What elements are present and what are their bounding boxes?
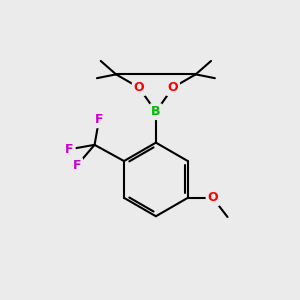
Text: O: O bbox=[167, 81, 178, 94]
Text: F: F bbox=[65, 143, 74, 156]
Text: F: F bbox=[73, 159, 81, 172]
Text: O: O bbox=[134, 81, 144, 94]
Text: B: B bbox=[151, 105, 160, 118]
Text: F: F bbox=[95, 113, 103, 126]
Text: O: O bbox=[208, 191, 218, 204]
